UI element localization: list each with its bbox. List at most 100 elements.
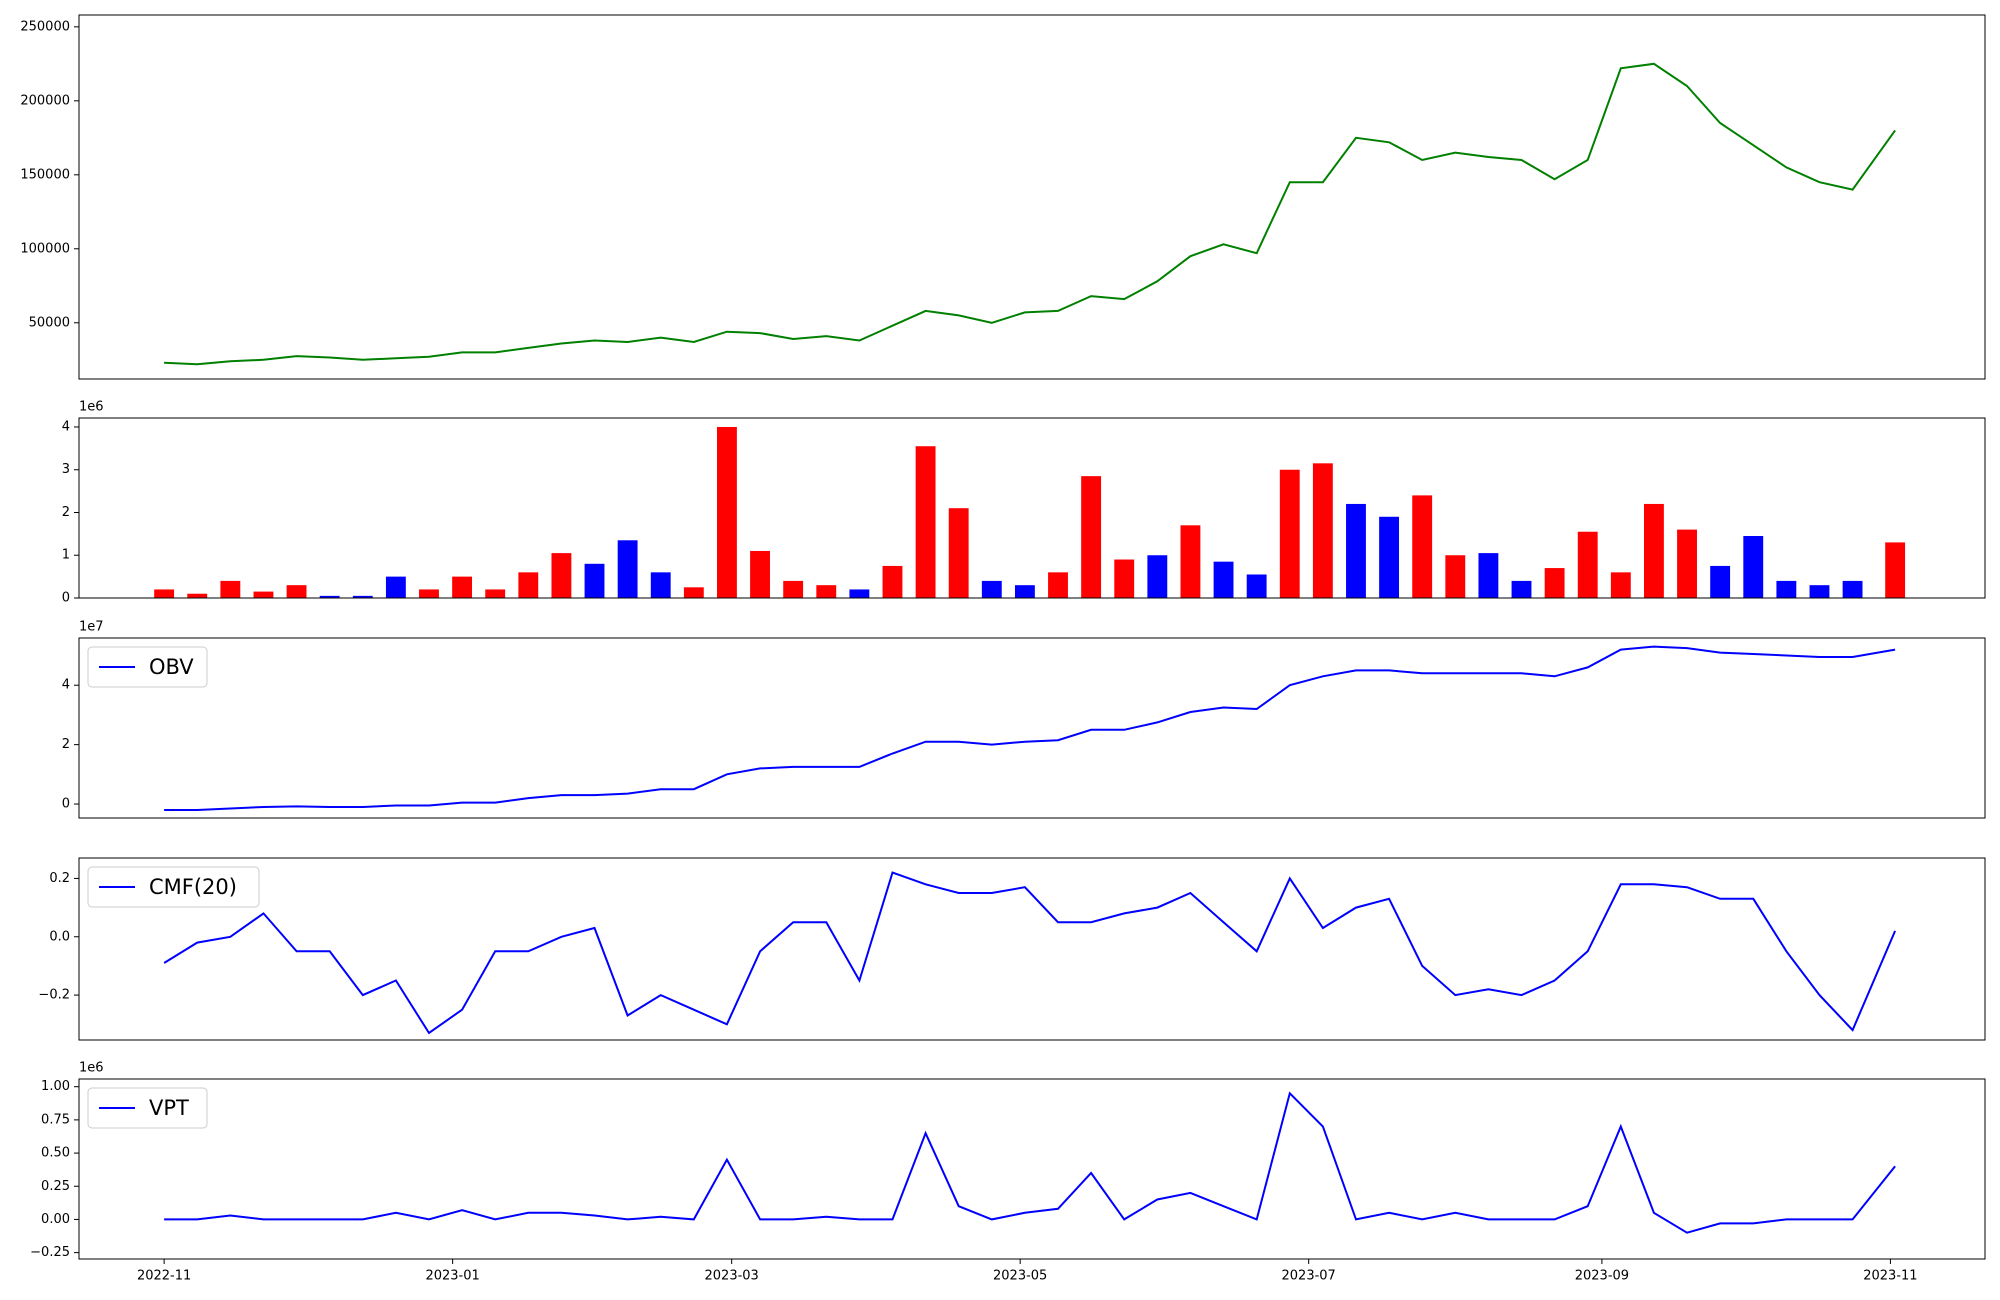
y-tick-label: 2 <box>62 737 70 752</box>
bar <box>154 589 175 598</box>
bar <box>286 585 307 598</box>
y-tick-label: 100000 <box>20 241 70 256</box>
y-tick-label: 0.50 <box>41 1146 70 1161</box>
bar <box>1379 516 1400 598</box>
y-tick-label: 250000 <box>20 19 70 34</box>
bar <box>816 585 837 598</box>
axes-frame <box>78 417 1986 599</box>
bar <box>187 593 208 598</box>
axes-frame <box>78 637 1986 819</box>
x-tick-label: 2023-11 <box>1863 1269 1917 1284</box>
y-tick-label: 3 <box>62 462 70 477</box>
bar <box>1147 555 1168 598</box>
bar <box>1346 503 1366 598</box>
y-offset-label: 1e7 <box>79 620 104 635</box>
y-tick-label: 0.25 <box>41 1179 70 1194</box>
bar <box>1246 574 1267 598</box>
legend-label: OBV <box>149 655 194 679</box>
line <box>164 62 1896 366</box>
x-tick-label: 2023-07 <box>1282 1269 1336 1284</box>
line <box>164 1091 1896 1234</box>
legend-box <box>87 646 208 688</box>
y-tick-label: 50000 <box>29 315 70 330</box>
legend-box <box>87 866 260 908</box>
y-tick-label: 150000 <box>20 167 70 182</box>
x-tick-label: 2023-09 <box>1575 1269 1629 1284</box>
bar <box>1743 536 1764 598</box>
y-tick-label: 0 <box>62 591 70 606</box>
y-tick-label: 0.0 <box>49 929 70 944</box>
bar <box>750 550 770 598</box>
bar <box>1312 463 1333 598</box>
bar <box>452 576 473 598</box>
bar <box>385 576 406 598</box>
bar <box>1677 529 1697 598</box>
bar <box>1885 542 1906 598</box>
y-tick-label: −0.2 <box>38 988 70 1003</box>
bar <box>1577 531 1598 598</box>
x-tick-label: 2023-03 <box>705 1269 759 1284</box>
bar <box>1213 561 1234 598</box>
bar <box>915 446 936 598</box>
y-tick-label: 1.00 <box>41 1079 70 1094</box>
y-tick-label: 0.2 <box>49 871 70 886</box>
bar <box>981 580 1002 598</box>
y-offset-label: 1e6 <box>79 400 104 415</box>
bar <box>485 589 506 598</box>
y-tick-label: 0.00 <box>41 1212 70 1227</box>
line <box>163 871 1897 1035</box>
bar <box>1279 469 1300 598</box>
bar <box>849 589 870 598</box>
legend-label: CMF(20) <box>149 875 237 899</box>
bar <box>650 572 671 598</box>
y-tick-label: 4 <box>62 678 70 693</box>
bar <box>419 589 439 598</box>
axes-frame <box>78 14 1986 380</box>
bar <box>584 563 605 598</box>
bar <box>617 540 638 598</box>
y-tick-label: 0 <box>62 797 70 812</box>
y-tick-label: 0.75 <box>41 1112 70 1127</box>
bar <box>220 580 241 598</box>
legend-label: VPT <box>149 1096 189 1120</box>
axes-frame <box>78 857 1986 1041</box>
x-tick-label: 2023-05 <box>993 1269 1047 1284</box>
bar <box>1610 572 1631 598</box>
bar <box>1114 559 1135 598</box>
bar <box>1445 555 1466 598</box>
bar <box>1776 580 1797 598</box>
bar <box>1412 495 1433 598</box>
bar <box>1644 503 1664 598</box>
axes-frame <box>78 1078 1986 1260</box>
y-offset-label: 1e6 <box>79 1061 104 1076</box>
bar <box>882 565 903 598</box>
bar <box>1809 585 1830 598</box>
bar <box>1014 585 1035 598</box>
bar <box>783 580 804 598</box>
x-tick-label: 2023-01 <box>425 1269 479 1284</box>
bar <box>948 508 969 598</box>
y-tick-label: 200000 <box>20 93 70 108</box>
legend-box <box>87 1087 208 1129</box>
bar <box>683 587 704 598</box>
y-tick-label: 4 <box>62 419 70 434</box>
line <box>164 645 1896 811</box>
y-tick-label: 2 <box>62 505 70 520</box>
bar <box>1081 476 1102 598</box>
bar <box>1048 572 1068 598</box>
x-tick-label: 2022-11 <box>137 1269 191 1284</box>
bar <box>253 591 274 598</box>
y-tick-label: 1 <box>62 548 70 563</box>
bar <box>551 553 572 598</box>
bar <box>717 426 737 598</box>
bar <box>1180 525 1201 598</box>
bar <box>319 595 340 598</box>
bar <box>1478 553 1499 598</box>
bar <box>1842 580 1863 598</box>
bar <box>1710 565 1731 598</box>
bar <box>518 572 539 598</box>
y-tick-label: −0.25 <box>30 1245 70 1260</box>
bar <box>1544 568 1565 598</box>
bar <box>352 595 373 598</box>
